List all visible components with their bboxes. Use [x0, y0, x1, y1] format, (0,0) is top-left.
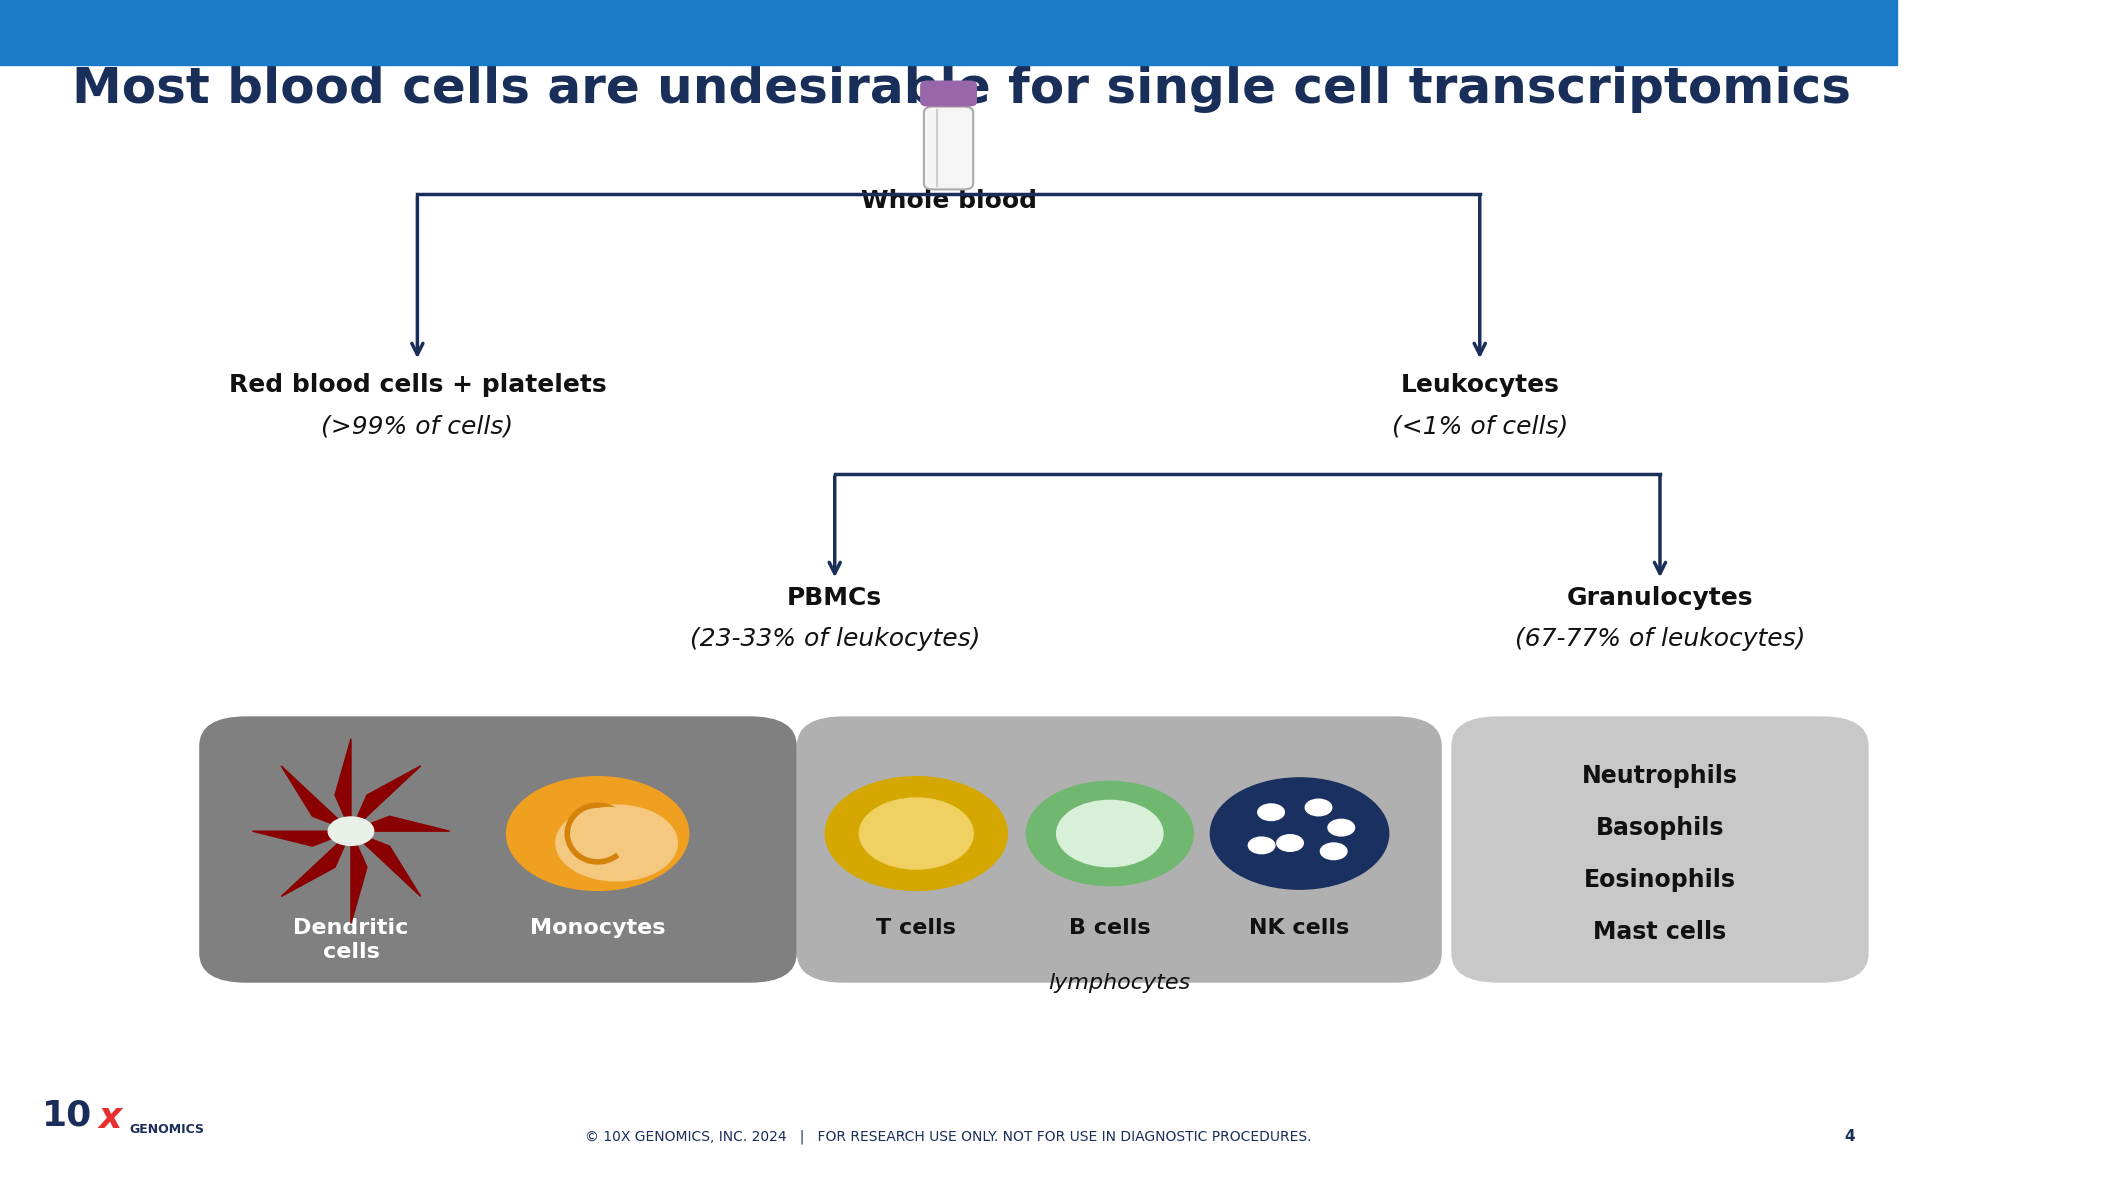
- Circle shape: [1329, 819, 1354, 836]
- Text: PBMCs: PBMCs: [788, 586, 882, 610]
- FancyBboxPatch shape: [920, 81, 977, 107]
- Circle shape: [1320, 843, 1348, 860]
- Circle shape: [1211, 778, 1388, 889]
- Circle shape: [1276, 835, 1304, 851]
- Polygon shape: [282, 766, 352, 831]
- Text: Most blood cells are undesirable for single cell transcriptomics: Most blood cells are undesirable for sin…: [72, 65, 1851, 114]
- Text: Neutrophils: Neutrophils: [1582, 764, 1737, 787]
- Text: © 10X GENOMICS, INC. 2024   |   FOR RESEARCH USE ONLY. NOT FOR USE IN DIAGNOSTIC: © 10X GENOMICS, INC. 2024 | FOR RESEARCH…: [585, 1130, 1312, 1144]
- Circle shape: [826, 777, 1007, 890]
- Circle shape: [579, 807, 640, 845]
- Polygon shape: [352, 831, 421, 896]
- FancyBboxPatch shape: [925, 107, 973, 189]
- FancyBboxPatch shape: [200, 716, 796, 983]
- Polygon shape: [335, 739, 352, 831]
- Text: (67-77% of leukocytes): (67-77% of leukocytes): [1514, 628, 1805, 651]
- Text: (>99% of cells): (>99% of cells): [322, 414, 514, 438]
- Text: Monocytes: Monocytes: [531, 918, 665, 938]
- Text: (23-33% of leukocytes): (23-33% of leukocytes): [689, 628, 979, 651]
- Circle shape: [1249, 837, 1274, 854]
- Text: B cells: B cells: [1070, 918, 1150, 938]
- Text: Basophils: Basophils: [1596, 816, 1725, 839]
- Circle shape: [1026, 781, 1194, 886]
- Text: Red blood cells + platelets: Red blood cells + platelets: [230, 373, 607, 397]
- Polygon shape: [352, 816, 449, 831]
- FancyBboxPatch shape: [1451, 716, 1868, 983]
- Text: Mast cells: Mast cells: [1594, 920, 1727, 944]
- Text: Dendritic
cells: Dendritic cells: [293, 918, 409, 963]
- Text: Eosinophils: Eosinophils: [1584, 868, 1735, 892]
- Text: NK cells: NK cells: [1249, 918, 1350, 938]
- Circle shape: [1057, 800, 1163, 867]
- Text: lymphocytes: lymphocytes: [1049, 973, 1190, 993]
- Circle shape: [859, 798, 973, 869]
- Text: GENOMICS: GENOMICS: [128, 1124, 204, 1135]
- Text: Granulocytes: Granulocytes: [1567, 586, 1752, 610]
- Text: Whole blood: Whole blood: [861, 189, 1036, 213]
- Circle shape: [508, 777, 689, 890]
- Circle shape: [329, 817, 373, 845]
- Polygon shape: [253, 831, 352, 847]
- Text: 4: 4: [1845, 1130, 1855, 1144]
- Circle shape: [556, 805, 678, 881]
- Text: 10: 10: [42, 1099, 93, 1132]
- Circle shape: [1306, 799, 1331, 816]
- Text: (<1% of cells): (<1% of cells): [1392, 414, 1567, 438]
- Text: T cells: T cells: [876, 918, 956, 938]
- Text: x: x: [99, 1101, 122, 1134]
- Polygon shape: [352, 766, 421, 831]
- Circle shape: [1257, 804, 1285, 821]
- Polygon shape: [282, 831, 352, 896]
- FancyBboxPatch shape: [796, 716, 1443, 983]
- Text: Leukocytes: Leukocytes: [1400, 373, 1558, 397]
- Polygon shape: [352, 831, 366, 924]
- Bar: [0, 0, 1898, 65]
